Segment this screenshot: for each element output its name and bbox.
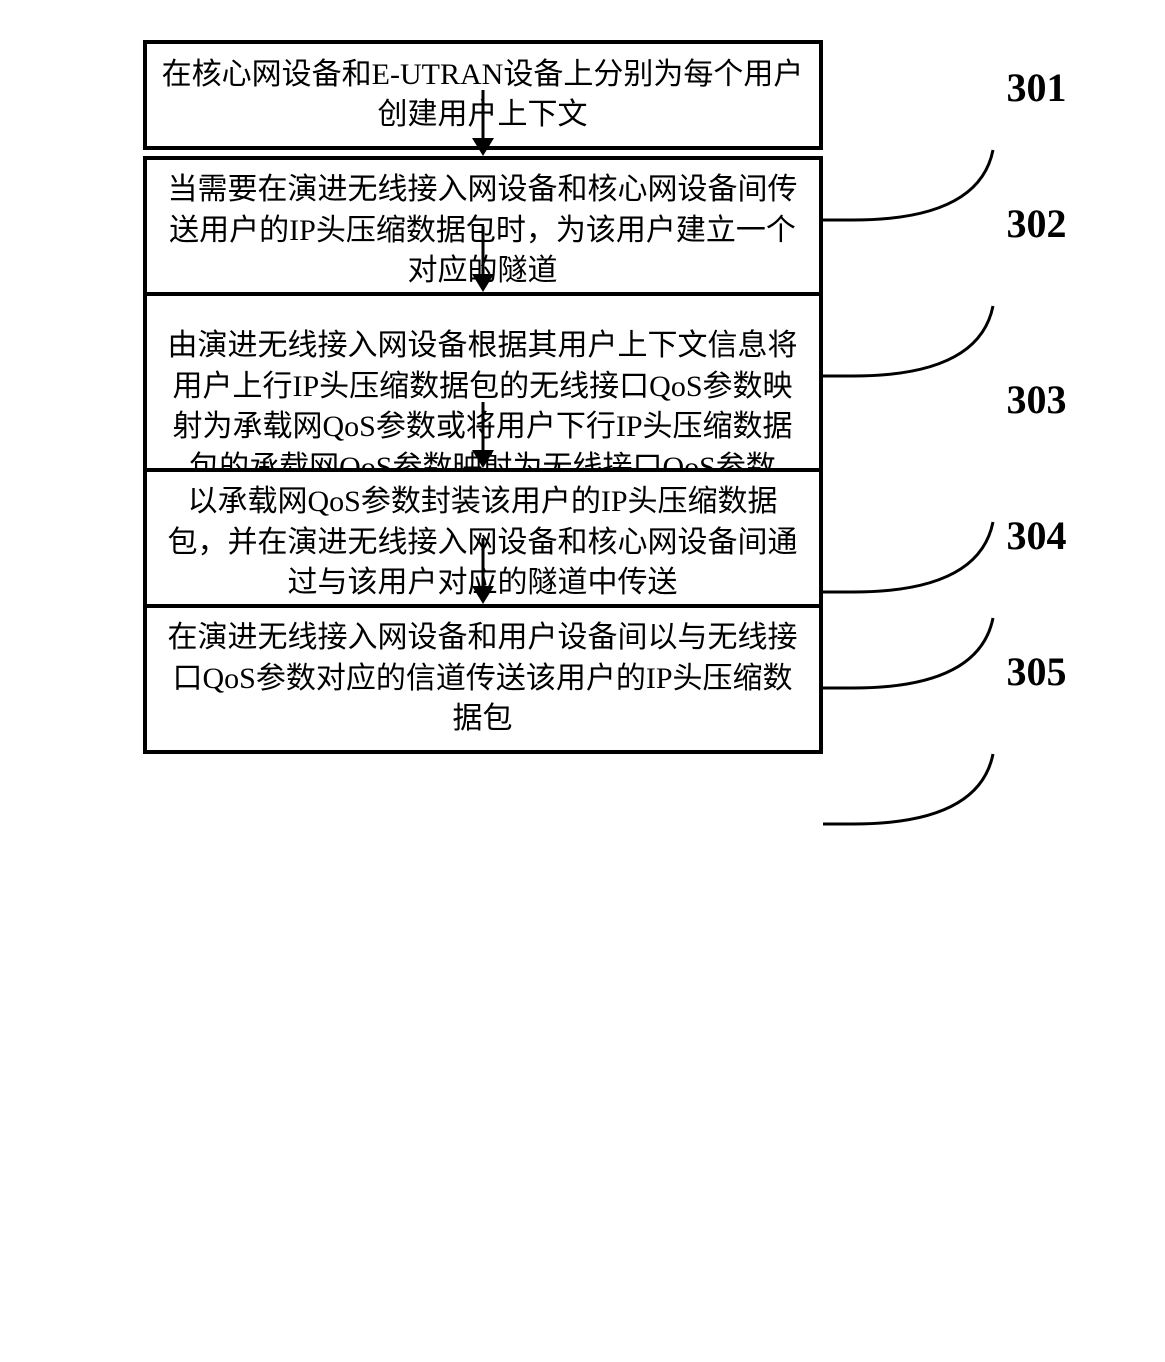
connector-curve [823,90,1013,225]
step-number-label: 304 [1007,512,1067,559]
arrow-down-icon [470,226,496,292]
connector-curve [823,538,1013,693]
connector-curve [823,674,1013,829]
arrow-down-icon [470,402,496,468]
flowchart-container: 在核心网设备和E-UTRAN设备上分别为每个用户创建用户上下文301当需要在演进… [83,40,1083,674]
step-number-label: 305 [1007,648,1067,695]
flow-step-box: 在演进无线接入网设备和用户设备间以与无线接口QoS参数对应的信道传送该用户的IP… [143,604,823,754]
arrow-down-icon [470,90,496,156]
connector-curve [823,226,1013,381]
step-number-label: 303 [1007,376,1067,423]
step-number-label: 302 [1007,200,1067,247]
step-number-label: 301 [1007,64,1067,111]
arrow-down-icon [470,538,496,604]
